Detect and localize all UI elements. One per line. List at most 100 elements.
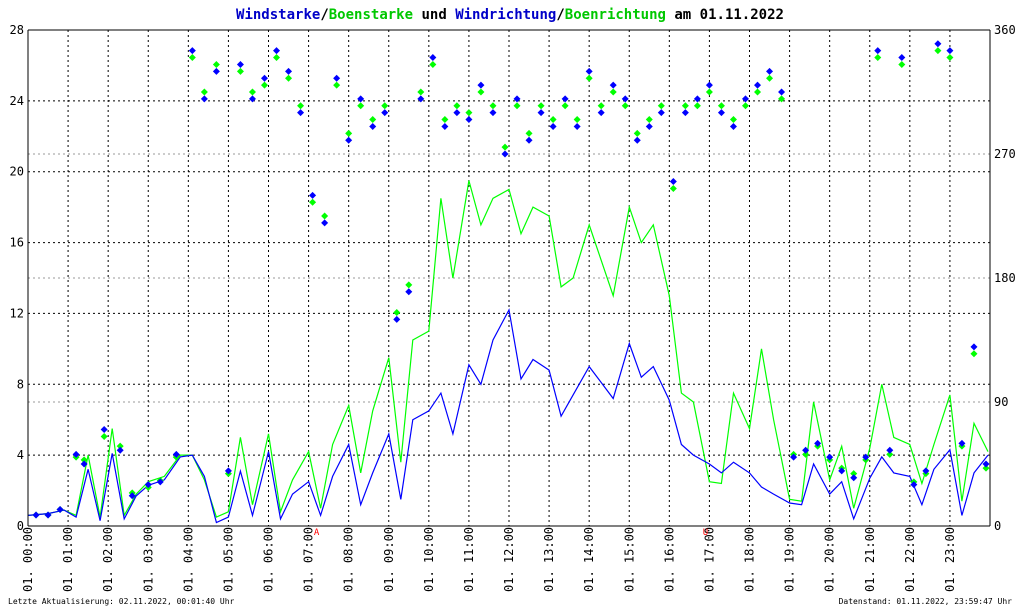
gust-direction-point [393, 308, 401, 316]
wind-direction-point [669, 178, 677, 186]
grid [27, 29, 990, 527]
x-tick-label: 01. 21:00 [863, 527, 877, 592]
wind-direction-point [525, 136, 533, 144]
axes [27, 29, 991, 527]
wind-direction-point [72, 450, 80, 458]
gust-direction-point [633, 129, 641, 137]
gust-direction-point [260, 81, 268, 89]
x-tick-label: 01. 12:00 [502, 527, 516, 592]
gust-direction-point [729, 116, 737, 124]
wind-direction-point [717, 109, 725, 117]
gust-direction-point [754, 88, 762, 96]
wind-direction-point [32, 511, 40, 519]
gust-direction-point [477, 88, 485, 96]
wind-direction-point [489, 109, 497, 117]
wind-direction-point [212, 67, 220, 75]
wind-direction-point [573, 122, 581, 130]
wind-direction-point [56, 505, 64, 513]
gust-direction-point [549, 116, 557, 124]
gust-direction-point [309, 198, 317, 206]
title-boenrichtung: Boenrichtung [565, 7, 666, 23]
gust-direction-point [597, 102, 605, 110]
wind-direction-point [549, 122, 557, 130]
title-sep2: / [556, 7, 564, 23]
gust-direction-point [717, 102, 725, 110]
footer-data-status: Datenstand: 01.11.2022, 23:59:47 Uhr [838, 597, 1012, 606]
x-tick-label: 01. 02:00 [101, 527, 115, 592]
wind-direction-point [946, 47, 954, 55]
gust-direction-point [573, 116, 581, 124]
gust-direction-point [188, 54, 196, 62]
x-tick-label: 01. 06:00 [262, 527, 276, 592]
wind-direction-point [100, 426, 108, 434]
wind-direction-point [537, 109, 545, 117]
wind-direction-point [285, 67, 293, 75]
wind-direction-point [874, 47, 882, 55]
gust-direction-point [609, 88, 617, 96]
y-left-tick-label: 16 [10, 236, 24, 250]
wind-direction-point [156, 478, 164, 486]
wind-direction-point [561, 95, 569, 103]
wind-direction-point [814, 439, 822, 447]
gust-direction-point [248, 88, 256, 96]
wind-direction-point [862, 453, 870, 461]
wind-direction-point [116, 446, 124, 454]
x-tick-label: 01. 20:00 [823, 527, 837, 592]
gust-direction-point [285, 74, 293, 82]
wind-direction-point [44, 511, 52, 519]
gust-direction-point [345, 129, 353, 137]
gust-direction-point [657, 102, 665, 110]
gust-direction-point [80, 456, 88, 464]
wind-direction-point [345, 136, 353, 144]
gust-direction-point [934, 47, 942, 55]
wind-line [27, 308, 989, 524]
wind-direction-point [357, 95, 365, 103]
wind-direction-point [128, 492, 136, 500]
direction-points [32, 40, 990, 519]
y-left-tick-label: 12 [10, 306, 24, 320]
wind-direction-point [453, 109, 461, 117]
gust-direction-point [273, 54, 281, 62]
gust-direction-point [236, 67, 244, 75]
y-right-tick-label: 0 [994, 519, 1001, 533]
gust-direction-point [405, 281, 413, 289]
wind-direction-point [188, 47, 196, 55]
title-windstarke: Windstarke [236, 7, 320, 23]
wind-direction-point [657, 109, 665, 117]
wind-direction-point [236, 60, 244, 68]
x-tick-label: 01. 08:00 [342, 527, 356, 592]
chart-title: Windstarke/Boenstarke und Windrichtung/B… [236, 7, 784, 23]
wind-direction-point [477, 81, 485, 89]
gust-direction-point [585, 74, 593, 82]
wind-direction-point [826, 453, 834, 461]
y-left-tick-label: 20 [10, 165, 24, 179]
wind-direction-point [705, 81, 713, 89]
title-sep1: / [320, 7, 328, 23]
wind-direction-point [766, 67, 774, 75]
x-tick-label: 01. 22:00 [903, 527, 917, 592]
wind-direction-point [934, 40, 942, 48]
wind-direction-point [970, 343, 978, 351]
y-left-tick-label: 4 [17, 448, 24, 462]
gust-direction-point [369, 116, 377, 124]
wind-direction-point [297, 109, 305, 117]
gust-direction-point [621, 102, 629, 110]
wind-direction-point [200, 95, 208, 103]
wind-direction-point [80, 460, 88, 468]
x-tick-label: 01. 13:00 [542, 527, 556, 592]
gust-direction-point [561, 102, 569, 110]
gust-direction-point [874, 54, 882, 62]
wind-direction-point [645, 122, 653, 130]
footer-last-update: Letzte Aktualisierung: 02.11.2022, 00:01… [8, 597, 235, 606]
wind-direction-point [982, 460, 990, 468]
gust-direction-point [357, 102, 365, 110]
wind-direction-point [729, 122, 737, 130]
wind-direction-point [393, 315, 401, 323]
wind-direction-point [621, 95, 629, 103]
wind-direction-point [429, 54, 437, 62]
gust-direction-point [321, 212, 329, 220]
x-tick-label: 01. 03:00 [141, 527, 155, 592]
wind-direction-point [741, 95, 749, 103]
event-marker: A [314, 528, 320, 538]
